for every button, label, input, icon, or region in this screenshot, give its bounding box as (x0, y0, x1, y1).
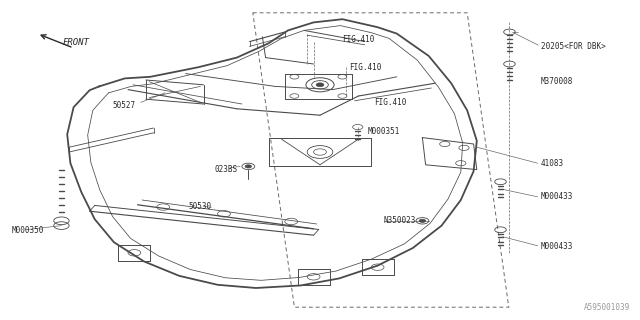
Text: FIG.410: FIG.410 (349, 63, 381, 72)
Text: M000433: M000433 (541, 192, 573, 201)
Text: 50527: 50527 (112, 101, 135, 110)
Text: M000350: M000350 (12, 226, 44, 235)
Text: 41083: 41083 (541, 159, 564, 168)
Text: FIG.410: FIG.410 (374, 98, 407, 107)
Circle shape (316, 83, 324, 87)
Text: 023BS: 023BS (214, 165, 237, 174)
Text: M370008: M370008 (541, 77, 573, 86)
Circle shape (419, 219, 426, 222)
Text: M000433: M000433 (541, 242, 573, 251)
Text: N350023: N350023 (384, 216, 417, 225)
Text: M000351: M000351 (368, 127, 401, 136)
Text: FIG.410: FIG.410 (342, 36, 375, 44)
Text: 20205<FOR DBK>: 20205<FOR DBK> (541, 42, 605, 51)
Text: A595001039: A595001039 (584, 303, 630, 312)
Circle shape (245, 165, 252, 168)
Text: 50530: 50530 (189, 202, 212, 211)
Text: FRONT: FRONT (63, 38, 90, 47)
